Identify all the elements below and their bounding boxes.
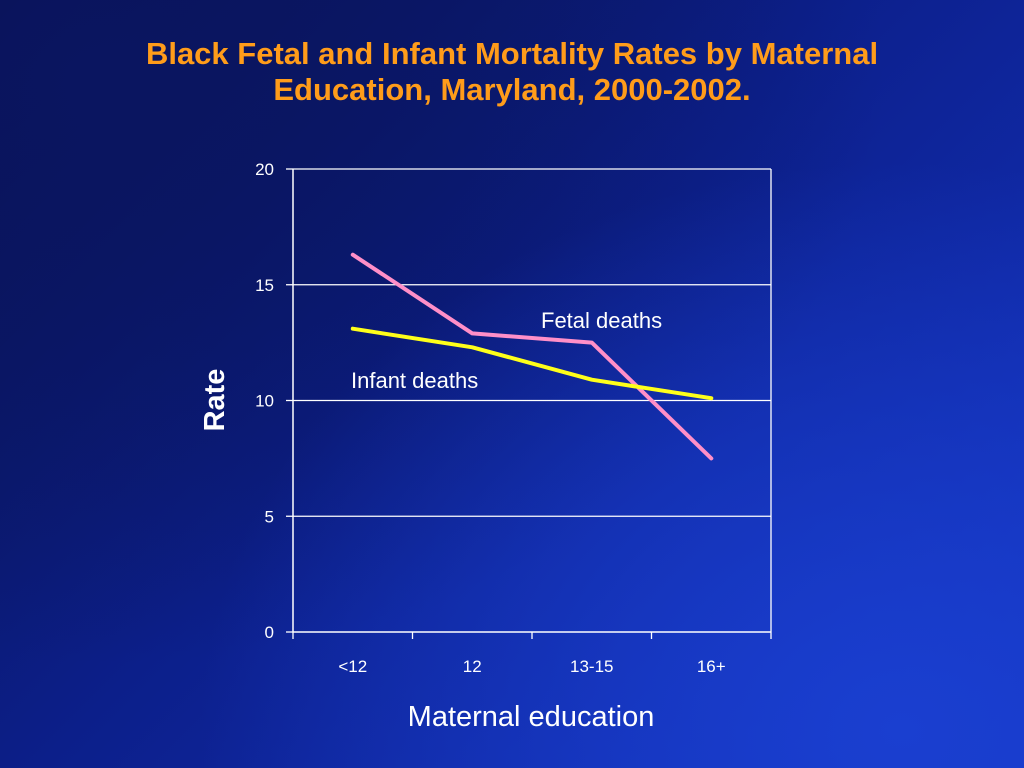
y-tick-label: 5 [265,507,274,526]
axes [286,168,772,639]
series-line-fetal-deaths [350,252,714,461]
x-tick-label: <12 [338,657,367,676]
series-lines [350,252,714,461]
y-tick-label: 10 [255,392,274,411]
y-tick-label: 20 [255,160,274,179]
x-axis-title: Maternal education [408,701,655,733]
y-tick-label: 15 [255,276,274,295]
y-axis-title: Rate [199,369,231,432]
x-tick-label: 12 [463,657,482,676]
tick-labels: 0 5 10 15 20 <12 12 13-15 16+ [255,160,726,676]
chart-title-line-2: Education, Maryland, 2000-2002. [273,72,751,107]
chart-title-line-1: Black Fetal and Infant Mortality Rates b… [145,36,879,71]
series-label-infant-deaths: Infant deaths [351,368,478,393]
series-label-fetal-deaths: Fetal deaths [541,308,662,333]
chart-title: Black Fetal and Infant Mortality Rates b… [0,36,1024,108]
y-tick-label: 0 [265,623,274,642]
x-tick-label: 16+ [697,657,726,676]
x-tick-label: 13-15 [570,657,613,676]
gridlines [293,168,772,632]
series-line-infant-deaths [350,326,714,401]
